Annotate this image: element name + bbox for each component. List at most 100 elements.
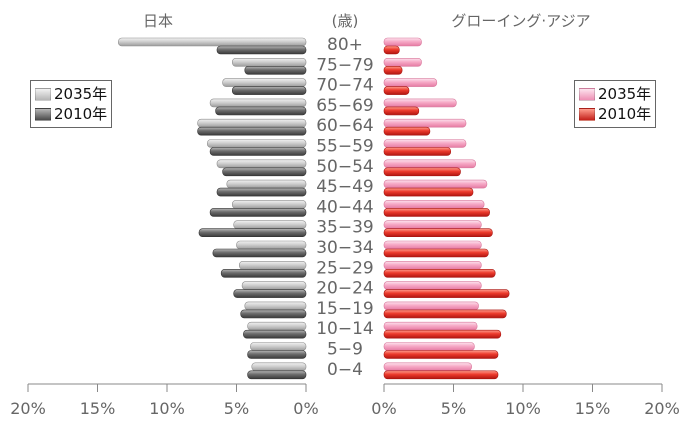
legend-swatch-asia-2010 (579, 107, 595, 121)
bar-japan-2010 (247, 370, 307, 380)
x-tick-label-japan: 10% (149, 399, 185, 418)
bar-japan-2035 (226, 179, 307, 189)
age-label: 65−69 (316, 96, 374, 116)
bar-asia-2035 (383, 179, 488, 189)
x-tick-label-asia: 15% (575, 399, 611, 418)
legend-item-asia-2035: 2035年 (579, 84, 651, 104)
legend-label-japan-2035: 2035年 (54, 85, 108, 103)
bar-asia-2010 (383, 268, 496, 278)
age-label: 5−9 (327, 340, 363, 360)
x-tick-label-asia: 0% (371, 399, 396, 418)
legend-swatch-japan-2035 (35, 87, 51, 101)
age-label: 60−64 (316, 116, 374, 136)
chart-title-japan: 日本 (143, 12, 173, 30)
x-tick-label-japan: 20% (10, 399, 46, 418)
bar-asia-2035 (383, 159, 476, 169)
bar-japan-2035 (250, 342, 307, 351)
age-label: 75−79 (316, 55, 374, 75)
bar-asia-2035 (383, 78, 438, 87)
bar-asia-2010 (383, 187, 474, 197)
bar-asia-2010 (383, 289, 510, 298)
x-tick-label-japan: 5% (224, 399, 249, 418)
legend-item-japan-2010: 2010年 (35, 104, 107, 124)
bar-japan-2010 (209, 147, 307, 156)
x-tick-label-asia: 5% (441, 399, 466, 418)
legend-item-japan-2035: 2035年 (35, 84, 107, 104)
age-label: 15−19 (316, 299, 374, 319)
bar-japan-2010 (232, 86, 307, 95)
bar-asia-2035 (383, 240, 482, 250)
legend-swatch-japan-2010 (35, 107, 51, 121)
bar-japan-2010 (247, 350, 307, 359)
bar-asia-2035 (383, 281, 482, 290)
age-label: 10−14 (316, 319, 374, 339)
x-tick-label-japan: 15% (80, 399, 116, 418)
bar-asia-2035 (383, 301, 479, 311)
bar-asia-2010 (383, 228, 493, 237)
age-label: 30−34 (316, 238, 374, 258)
bar-japan-2010 (243, 329, 307, 339)
bar-asia-2035 (383, 37, 422, 47)
bar-japan-2035 (197, 118, 307, 128)
age-label: 50−54 (316, 157, 374, 177)
bar-asia-2010 (383, 350, 499, 359)
bar-japan-2035 (232, 57, 307, 67)
chart-title-asia: グローイング·アジア (451, 12, 590, 30)
bar-japan-2010 (209, 208, 307, 217)
x-tick-label-japan: 0% (293, 399, 318, 418)
bar-japan-2010 (222, 167, 307, 177)
bar-asia-2010 (383, 45, 400, 55)
age-label: 45−49 (316, 177, 374, 197)
age-label: 20−24 (316, 279, 374, 299)
bar-japan-2035 (247, 321, 307, 331)
bar-japan-2035 (118, 37, 307, 47)
age-label: 55−59 (316, 137, 374, 157)
legend-label-asia-2035: 2035年 (598, 85, 652, 103)
bar-asia-2010 (383, 248, 489, 258)
bar-japan-2035 (236, 240, 307, 250)
bar-asia-2035 (383, 342, 475, 351)
bar-asia-2010 (383, 370, 499, 380)
bar-asia-2010 (383, 147, 451, 156)
bar-japan-2035 (232, 200, 307, 209)
bar-asia-2035 (383, 57, 422, 67)
age-label: 80+ (327, 35, 363, 55)
bar-japan-2035 (251, 362, 307, 372)
bar-japan-2035 (222, 78, 307, 87)
bar-japan-2035 (216, 159, 307, 169)
legend-label-asia-2010: 2010年 (598, 105, 652, 123)
bar-japan-2035 (239, 260, 307, 270)
bar-japan-2010 (244, 66, 307, 75)
bar-japan-2010 (220, 268, 307, 278)
x-tick-label-asia: 10% (505, 399, 541, 418)
bar-asia-2035 (383, 260, 482, 270)
bar-japan-2010 (215, 106, 307, 116)
bar-asia-2035 (383, 362, 472, 372)
bar-japan-2035 (207, 139, 307, 148)
bar-asia-2010 (383, 126, 431, 136)
age-label: 70−74 (316, 76, 374, 96)
bar-japan-2010 (197, 126, 307, 136)
bar-japan-2035 (233, 220, 307, 229)
bar-japan-2010 (216, 45, 307, 55)
bar-asia-2035 (383, 321, 478, 331)
age-label: 25−29 (316, 258, 374, 278)
bar-japan-2035 (209, 98, 307, 108)
age-label: 35−39 (316, 218, 374, 238)
chart-title-age: (歳) (332, 12, 359, 30)
bar-asia-2010 (383, 208, 490, 217)
bar-asia-2010 (383, 106, 420, 116)
legend-label-japan-2010: 2010年 (54, 105, 108, 123)
bar-japan-2010 (198, 228, 307, 237)
legend-japan: 2035年 2010年 (30, 80, 113, 128)
bar-japan-2035 (244, 301, 307, 311)
legend-asia: 2035年 2010年 (574, 80, 657, 128)
bar-asia-2010 (383, 86, 410, 95)
x-tick-label-asia: 20% (644, 399, 680, 418)
bar-japan-2010 (212, 248, 307, 258)
bar-asia-2010 (383, 309, 507, 319)
bar-japan-2010 (240, 309, 307, 319)
bar-asia-2035 (383, 118, 467, 128)
legend-swatch-asia-2035 (579, 87, 595, 101)
